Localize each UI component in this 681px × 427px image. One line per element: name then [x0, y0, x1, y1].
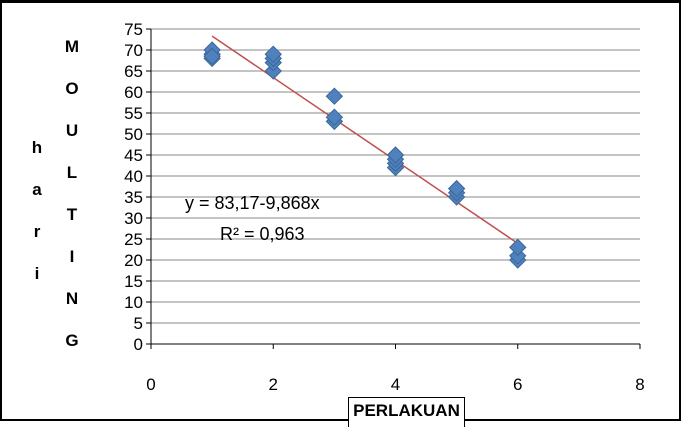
data-point [447, 179, 466, 198]
y-tick-label: 50 [124, 125, 143, 144]
y-tick-label: 65 [124, 62, 143, 81]
data-point [325, 108, 344, 126]
y-axis-label-letter: G [65, 331, 78, 350]
x-axis-label: PERLAKUAN [353, 401, 460, 420]
y-tick-label: 10 [124, 293, 143, 312]
y-tick-label: 60 [124, 83, 143, 102]
y-axis-label-letter: M [65, 37, 79, 56]
data-point [264, 45, 282, 63]
r-squared-label: R² = 0,963 [220, 224, 305, 244]
y-axis-label-letter: r [34, 222, 41, 241]
trendline-equation: y = 83,17-9,868x [185, 193, 320, 213]
y-axis-label-letter: U [66, 121, 78, 140]
x-tick-label: 6 [513, 375, 522, 394]
grid-lines [146, 28, 640, 345]
x-tick-label: 4 [391, 375, 400, 394]
y-tick-label: 75 [124, 20, 143, 39]
x-tick-label: 2 [269, 375, 278, 394]
y-tick-label: 20 [124, 251, 143, 270]
y-axis-label-letter: T [67, 205, 78, 224]
y-tick-label: 40 [124, 167, 143, 186]
data-points [203, 41, 527, 269]
y-tick-label: 30 [124, 209, 143, 228]
y-axis-label-letter: h [32, 138, 42, 157]
trendline [211, 35, 519, 244]
y-axis-label-letter: N [66, 289, 78, 308]
y-axis-label-letter: a [32, 180, 42, 199]
y-tick-labels: 0 5 10 15 20 25 30 35 40 45 50 55 60 65 70 75 [124, 20, 143, 354]
data-point [203, 47, 221, 66]
y-tick-label: 55 [124, 104, 143, 123]
x-tick-label: 8 [635, 375, 644, 394]
y-tick-label: 5 [134, 314, 143, 333]
y-tick-label: 35 [124, 188, 143, 207]
y-axis-label-letter: O [65, 79, 78, 98]
y-axis-label-letter: L [67, 163, 77, 182]
axes [150, 29, 641, 349]
x-tick-label: 0 [146, 375, 155, 394]
data-point [509, 238, 527, 257]
y-axis-label-letter: i [35, 264, 40, 283]
data-point [325, 87, 344, 105]
x-tick-labels: 0 2 4 6 8 [146, 375, 644, 394]
y-axis-label: h a r i M O U L T I N G [32, 37, 79, 350]
y-axis-label-letter: I [70, 247, 75, 266]
x-axis-label-box: PERLAKUAN [348, 397, 465, 427]
y-tick-label: 15 [124, 272, 143, 291]
trendline-line [211, 35, 519, 244]
y-tick-label: 70 [124, 41, 143, 60]
data-point [386, 146, 405, 164]
y-tick-label: 25 [124, 230, 143, 249]
y-tick-label: 45 [124, 146, 143, 165]
y-tick-label: 0 [134, 335, 143, 354]
